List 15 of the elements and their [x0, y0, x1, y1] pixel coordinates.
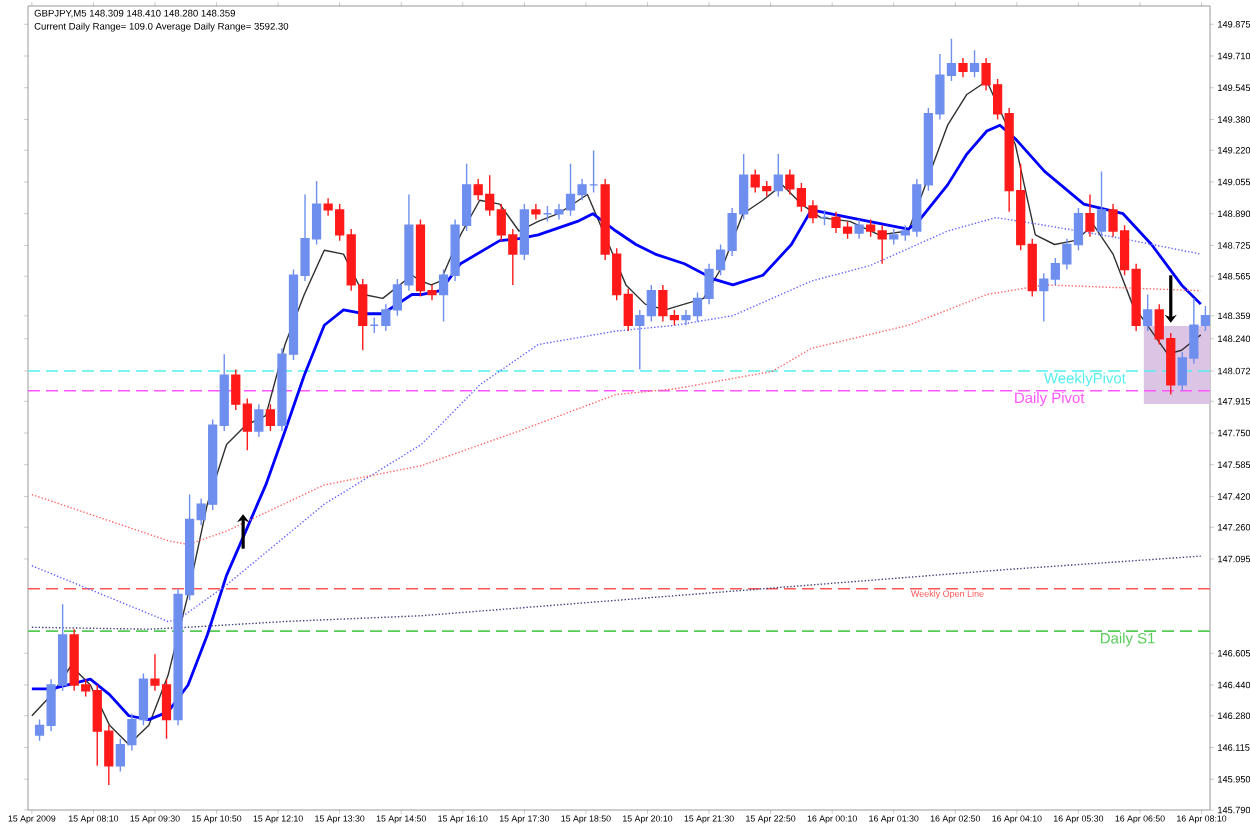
line-series — [31, 284, 1202, 546]
candlestick — [854, 218, 864, 240]
candlestick — [254, 403, 264, 438]
candlestick — [1096, 170, 1107, 238]
candlestick — [531, 203, 541, 221]
candlestick — [969, 49, 980, 78]
candlestick — [1143, 293, 1153, 332]
line-series — [31, 555, 1202, 630]
candlestick — [773, 153, 783, 198]
candlestick — [819, 209, 830, 226]
candlestick — [519, 203, 529, 261]
line-series — [31, 216, 1202, 623]
candlestick — [1085, 193, 1095, 238]
candlestick — [265, 403, 276, 432]
candlestick — [958, 57, 968, 78]
